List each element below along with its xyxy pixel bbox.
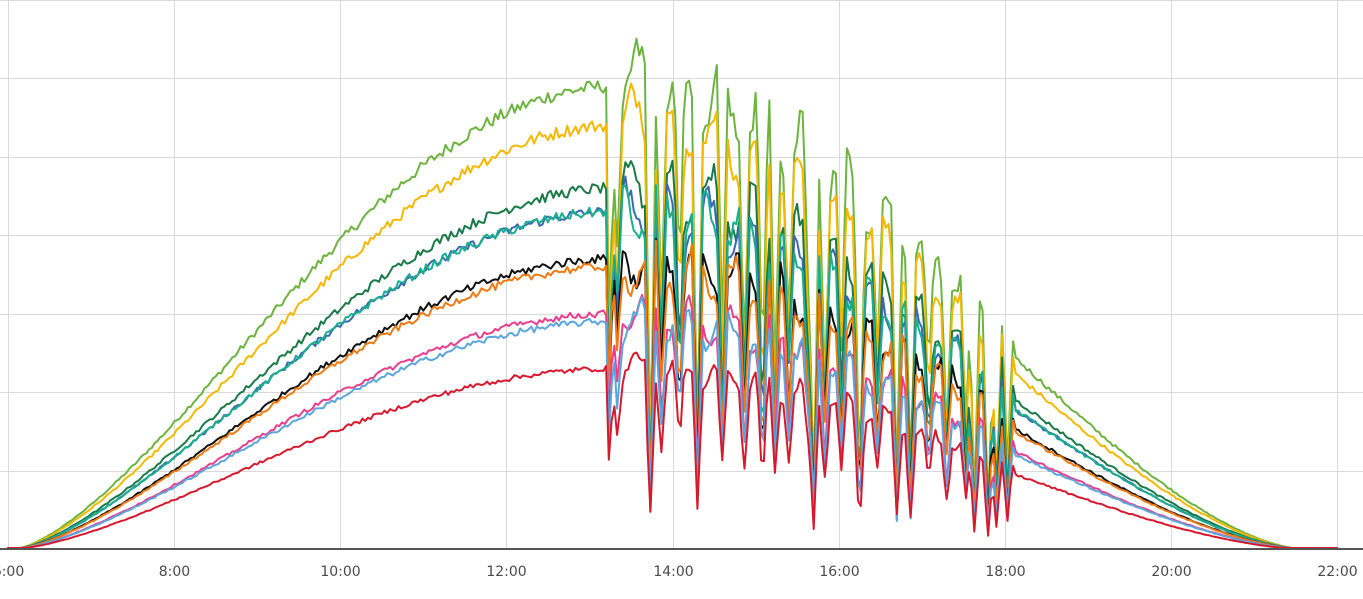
x-axis: 6:00 8:00 10:00 12:00 14:00 16:00 18:00 20:00 22… xyxy=(0,548,1363,580)
series-line-7 xyxy=(7,239,1338,549)
series-line-3 xyxy=(7,159,1338,549)
x-tick-label: 22:00 xyxy=(1317,564,1357,580)
series-line-5 xyxy=(7,184,1338,549)
x-tick-label: 20:00 xyxy=(1151,564,1191,580)
x-tick-label: 12:00 xyxy=(486,564,526,580)
x-tick-label: 14:00 xyxy=(653,564,693,580)
x-tick-label: 10:00 xyxy=(320,564,360,580)
x-tick-label: 18:00 xyxy=(985,564,1025,580)
series-line-9 xyxy=(7,296,1338,549)
x-tick-label: 16:00 xyxy=(819,564,859,580)
series-line-1 xyxy=(7,37,1338,549)
x-tick-label: 8:00 xyxy=(159,564,190,580)
series-line-10 xyxy=(7,351,1338,549)
x-tick-label: 6:00 xyxy=(0,564,24,580)
series-line-8 xyxy=(7,294,1338,549)
series-line-6 xyxy=(7,237,1338,549)
series-lines xyxy=(7,37,1338,549)
series-line-2 xyxy=(7,82,1338,549)
